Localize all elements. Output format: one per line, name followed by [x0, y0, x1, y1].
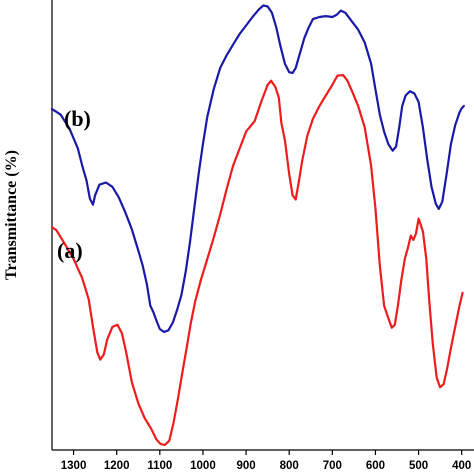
plot-frame	[51, 0, 474, 451]
series-layer: (b) (a)	[50, 4, 465, 446]
y-axis-label: Transmittance (%)	[3, 150, 20, 280]
series-label-b: (b)	[64, 106, 91, 131]
series-line-a	[50, 74, 464, 446]
x-tick-label: 900	[236, 460, 255, 472]
x-axis-ticks: 1300 1200 1100 1000 900 800 700 600 500 400	[61, 450, 471, 472]
x-tick-label: 1100	[147, 460, 172, 472]
series-label-a: (a)	[57, 238, 83, 263]
x-tick-label: 800	[280, 460, 299, 472]
x-tick-label: 1200	[104, 460, 130, 472]
x-tick-label: 600	[366, 460, 385, 472]
x-tick-label: 500	[409, 460, 428, 472]
x-tick-label: 700	[323, 460, 342, 472]
series-line-b	[50, 4, 465, 334]
x-tick-label: 1000	[190, 460, 216, 472]
x-tick-label: 400	[452, 460, 471, 472]
x-tick-label: 1300	[61, 460, 87, 472]
